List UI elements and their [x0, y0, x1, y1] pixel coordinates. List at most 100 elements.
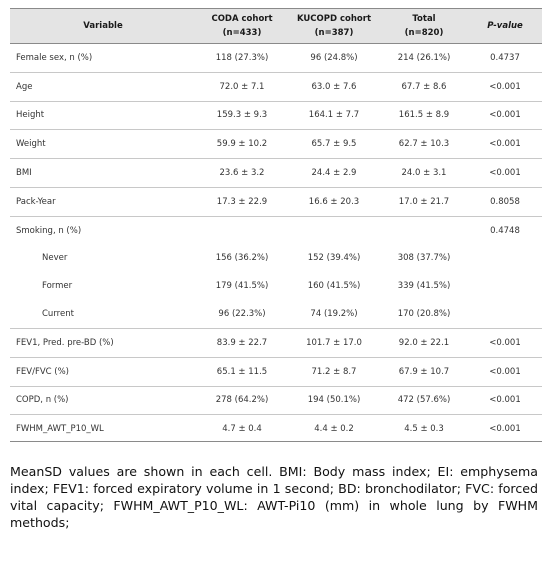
cell-total: 62.7 ± 10.3 — [380, 129, 468, 160]
row-label: Pack-Year — [10, 187, 196, 217]
cell-coda: 23.6 ± 3.2 — [196, 158, 288, 188]
cell-kucopd: 96 (24.8%) — [288, 43, 380, 73]
cell-pvalue: 0.8058 — [468, 187, 542, 217]
header-total-n: (n=820) — [404, 28, 444, 38]
cell-pvalue: <0.001 — [468, 129, 542, 160]
table-row: BMI 23.6 ± 3.2 24.4 ± 2.9 24.0 ± 3.1 <0.001 — [10, 158, 542, 188]
cell-kucopd: 101.7 ± 17.0 — [288, 328, 380, 358]
cell-pvalue: <0.001 — [489, 424, 521, 435]
cell-total: 24.0 ± 3.1 — [380, 158, 468, 188]
cell-coda: 65.1 ± 11.5 — [196, 357, 288, 387]
cell-total: 472 (57.6%) — [380, 386, 468, 416]
cell-coda: 96 (22.3%) — [196, 300, 288, 329]
cell-coda — [196, 216, 288, 244]
cell-pvalue: <0.001 — [468, 386, 542, 416]
header-kucopd: KUCOPD cohort (n=387) — [288, 9, 380, 44]
cell-total: 67.7 ± 8.6 — [380, 72, 468, 102]
cell-coda: 83.9 ± 22.7 — [196, 328, 288, 358]
header-coda-n: (n=433) — [222, 28, 262, 38]
header-coda-label: CODA cohort — [211, 14, 273, 24]
cell-kucopd: 71.2 ± 8.7 — [288, 357, 380, 387]
cell-kucopd: 24.4 ± 2.9 — [288, 158, 380, 188]
cell-kucopd — [288, 216, 380, 244]
table-body: Female sex, n (%) 118 (27.3%) 96 (24.8%) 21… — [10, 43, 542, 444]
cell-coda: 59.9 ± 10.2 — [196, 129, 288, 160]
cell-kucopd: 16.6 ± 20.3 — [288, 187, 380, 217]
characteristics-table-container: Variable CODA cohort (n=433) KUCOPD coho… — [10, 8, 542, 442]
cell-coda: 72.0 ± 7.1 — [196, 72, 288, 102]
row-label: BMI — [10, 158, 196, 188]
row-label: Former — [42, 281, 73, 292]
cell-kucopd: 164.1 ± 7.7 — [288, 101, 380, 131]
cell-pvalue — [468, 300, 542, 329]
table-row: Current 96 (22.3%) 74 (19.2%) 170 (20.8%) — [10, 300, 542, 329]
header-coda: CODA cohort (n=433) — [196, 9, 288, 44]
table-row: FWHM_AWT_P10_WL 4.7 ± 0.4 4.4 ± 0.2 4.5 ± 0… — [10, 415, 542, 443]
table-row: Age 72.0 ± 7.1 63.0 ± 7.6 67.7 ± 8.6 <0.001 — [10, 72, 542, 102]
row-label: Age — [10, 72, 196, 102]
cell-pvalue — [468, 245, 542, 273]
cell-coda: 159.3 ± 9.3 — [196, 101, 288, 131]
row-label: FWHM_AWT_P10_WL — [16, 424, 104, 435]
table-row: COPD, n (%) 278 (64.2%) 194 (50.1%) 472 (57… — [10, 386, 542, 416]
row-label: FEV1, Pred. pre-BD (%) — [10, 328, 196, 358]
cell-kucopd: 4.4 ± 0.2 — [314, 424, 354, 435]
cell-coda: 179 (41.5%) — [215, 281, 269, 292]
cell-total: 161.5 ± 8.9 — [380, 101, 468, 131]
cell-pvalue: <0.001 — [468, 158, 542, 188]
cell-total — [380, 216, 468, 244]
cell-total: 4.5 ± 0.3 — [404, 424, 444, 435]
cell-pvalue — [468, 272, 542, 300]
row-label: Female sex, n (%) — [10, 43, 196, 73]
table-row: Former 179 (41.5%) 160 (41.5%) 339 (41.5%) — [10, 272, 542, 300]
cell-total: 308 (37.7%) — [397, 253, 451, 264]
row-label: COPD, n (%) — [10, 386, 196, 416]
cell-pvalue: <0.001 — [468, 328, 542, 358]
table-row: Never 156 (36.2%) 152 (39.4%) 308 (37.7%) — [10, 245, 542, 273]
header-total: Total (n=820) — [380, 9, 468, 44]
cell-pvalue: <0.001 — [468, 72, 542, 102]
cell-kucopd: 63.0 ± 7.6 — [288, 72, 380, 102]
cell-total: 92.0 ± 22.1 — [380, 328, 468, 358]
header-kucopd-label: KUCOPD cohort — [296, 14, 372, 24]
cell-kucopd: 65.7 ± 9.5 — [288, 129, 380, 160]
table-row: Height 159.3 ± 9.3 164.1 ± 7.7 161.5 ± 8.9 <… — [10, 101, 542, 131]
cell-pvalue: 0.4748 — [490, 225, 520, 236]
header-pvalue: P-value — [468, 9, 542, 44]
table-header: Variable CODA cohort (n=433) KUCOPD coho… — [10, 9, 542, 44]
cell-total: 170 (20.8%) — [380, 300, 468, 329]
table-row: Smoking, n (%) 0.4748 — [10, 216, 542, 244]
row-label: Smoking, n (%) — [16, 225, 82, 236]
cell-pvalue: <0.001 — [468, 357, 542, 387]
cell-coda: 4.7 ± 0.4 — [222, 424, 262, 435]
cell-total: 339 (41.5%) — [397, 281, 451, 292]
cell-kucopd: 160 (41.5%) — [307, 281, 361, 292]
cell-coda: 156 (36.2%) — [215, 253, 269, 264]
cell-coda: 17.3 ± 22.9 — [196, 187, 288, 217]
cell-coda: 278 (64.2%) — [196, 386, 288, 416]
row-label: Height — [10, 101, 196, 131]
cell-kucopd: 194 (50.1%) — [288, 386, 380, 416]
table-row: Weight 59.9 ± 10.2 65.7 ± 9.5 62.7 ± 10.3 <0… — [10, 129, 542, 160]
header-kucopd-n: (n=387) — [314, 28, 354, 38]
cell-total: 214 (26.1%) — [380, 43, 468, 73]
cell-coda: 118 (27.3%) — [196, 43, 288, 73]
table-footnote: MeanSD values are shown in each cell. BM… — [10, 463, 538, 530]
table-row: FEV1, Pred. pre-BD (%) 83.9 ± 22.7 101.7 ±… — [10, 328, 542, 358]
cell-kucopd: 74 (19.2%) — [288, 300, 380, 329]
cell-total: 67.9 ± 10.7 — [380, 357, 468, 387]
row-label: FEV/FVC (%) — [10, 357, 196, 387]
cell-pvalue: 0.4737 — [468, 43, 542, 73]
cell-kucopd: 152 (39.4%) — [307, 253, 361, 264]
table-row: Female sex, n (%) 118 (27.3%) 96 (24.8%) 21… — [10, 43, 542, 73]
characteristics-table: Variable CODA cohort (n=433) KUCOPD coho… — [10, 9, 542, 443]
header-variable: Variable — [10, 9, 196, 44]
row-label: Never — [42, 253, 68, 264]
row-label: Current — [10, 300, 196, 329]
table-row: FEV/FVC (%) 65.1 ± 11.5 71.2 ± 8.7 67.9 ± 1… — [10, 357, 542, 387]
table-row: Pack-Year 17.3 ± 22.9 16.6 ± 20.3 17.0 ± 21… — [10, 187, 542, 217]
header-total-label: Total — [412, 14, 436, 24]
cell-total: 17.0 ± 21.7 — [380, 187, 468, 217]
row-label: Weight — [10, 129, 196, 160]
cell-pvalue: <0.001 — [468, 101, 542, 131]
